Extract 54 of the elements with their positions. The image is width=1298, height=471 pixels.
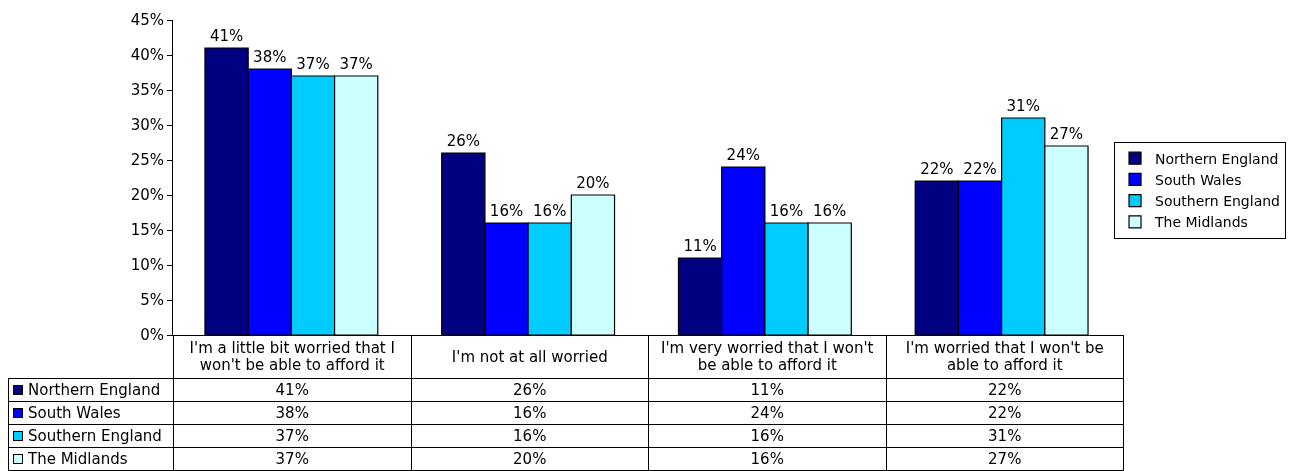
x-tick-label: I'm not at all worried — [411, 335, 649, 379]
text: 20% — [576, 174, 610, 192]
data-label: 16% — [648, 447, 886, 471]
y-tick-label: 30% — [130, 116, 164, 135]
data-label: 11% — [648, 378, 886, 402]
data-label: 16% — [648, 424, 886, 448]
y-tick-label: 35% — [130, 81, 164, 100]
text: Northern England — [1155, 150, 1279, 167]
data-label: 24% — [648, 401, 886, 425]
data-label: 26% — [411, 378, 649, 402]
text: 16% — [533, 202, 567, 220]
data-label: 27% — [886, 447, 1124, 471]
text: 16% — [489, 202, 524, 220]
data-label: 20% — [411, 447, 649, 471]
text: Southern England — [28, 426, 162, 445]
data-label: 22% — [886, 401, 1124, 425]
text: 41% — [209, 27, 244, 45]
legend-label: Southern England — [1155, 193, 1280, 210]
y-tick-label: 40% — [130, 46, 164, 65]
data-label: 31% — [886, 424, 1124, 448]
x-tick-label: I'm worried that I won't be able to afford it — [886, 335, 1124, 379]
text: 31% — [1006, 97, 1040, 115]
y-tick-label: 25% — [130, 151, 164, 170]
legend-label: Northern England — [28, 380, 161, 399]
y-tick-label: 10% — [130, 256, 164, 275]
x-tick-label: I'm a little bit worried that I won't be able to afford it — [173, 335, 411, 379]
data-label: 16% — [411, 424, 649, 448]
data-label: 22% — [886, 378, 1124, 402]
data-label: 37% — [173, 424, 411, 448]
y-tick-label: 5% — [140, 291, 164, 310]
legend-label: South Wales — [28, 403, 121, 422]
text: 27% — [1049, 125, 1084, 143]
text: 16% — [769, 202, 804, 220]
text: 37% — [296, 55, 330, 73]
data-label: 16% — [411, 401, 649, 425]
y-tick-label: 0% — [140, 326, 164, 345]
data-label: 38% — [173, 401, 411, 425]
x-tick-label: I'm very worried that I won't be able to afford it — [648, 335, 886, 379]
text: 11% — [683, 237, 717, 255]
text: 22% — [920, 160, 954, 178]
y-tick-label: 20% — [130, 186, 164, 205]
text: The Midlands — [28, 449, 128, 468]
legend-label: The Midlands — [1154, 214, 1248, 231]
text: 24% — [726, 146, 760, 164]
data-label: 41% — [173, 378, 411, 402]
text: 37% — [339, 55, 373, 73]
y-tick-label: 45% — [130, 11, 164, 30]
text: South Wales — [1155, 171, 1242, 188]
y-tick-label: 15% — [130, 221, 164, 240]
text: 22% — [963, 160, 997, 178]
data-label: 37% — [173, 447, 411, 471]
text: 16% — [813, 202, 847, 220]
text: 26% — [446, 132, 480, 150]
text: 38% — [253, 48, 287, 66]
